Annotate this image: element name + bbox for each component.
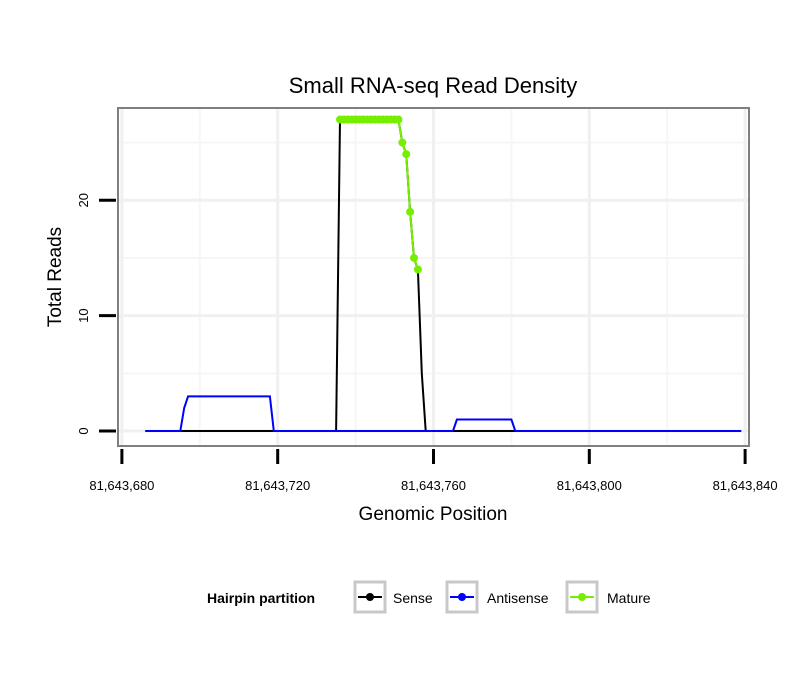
- legend-key-point-mature: [578, 593, 586, 601]
- mature-point: [398, 138, 407, 147]
- legend-title: Hairpin partition: [207, 590, 315, 606]
- mature-point: [413, 265, 422, 274]
- x-axis: 81,643,680 81,643,720 81,643,760 81,643,800…: [89, 449, 778, 493]
- x-tick-label: 81,643,680: [89, 478, 154, 493]
- y-tick-label: 0: [76, 427, 91, 434]
- x-tick-label: 81,643,800: [557, 478, 622, 493]
- series-line-antisense: [145, 395, 742, 432]
- y-axis: 0 10 20: [76, 193, 116, 435]
- chart-title: Small RNA-seq Read Density: [289, 73, 578, 98]
- x-tick-label: 81,643,720: [245, 478, 310, 493]
- plot-frame: [117, 107, 750, 447]
- legend-key-point-sense: [366, 593, 374, 601]
- series-layer: [145, 115, 742, 432]
- legend-label-antisense: Antisense: [487, 590, 549, 606]
- legend-label-mature: Mature: [607, 590, 651, 606]
- y-tick-label: 10: [76, 308, 91, 322]
- y-axis-title: Total Reads: [45, 227, 66, 327]
- legend-key-point-antisense: [458, 593, 466, 601]
- mature-point: [394, 115, 403, 124]
- grid: [118, 108, 749, 446]
- y-tick-label: 20: [76, 193, 91, 207]
- mature-point: [402, 150, 411, 159]
- series-line-sense: [145, 118, 742, 432]
- mature-point: [406, 207, 415, 216]
- legend: Hairpin partition Sense Antisense Mature: [207, 580, 651, 614]
- x-tick-label: 81,643,760: [401, 478, 466, 493]
- mature-point: [410, 253, 419, 262]
- x-tick-label: 81,643,840: [713, 478, 778, 493]
- legend-label-sense: Sense: [393, 590, 433, 606]
- x-axis-title: Genomic Position: [359, 504, 508, 525]
